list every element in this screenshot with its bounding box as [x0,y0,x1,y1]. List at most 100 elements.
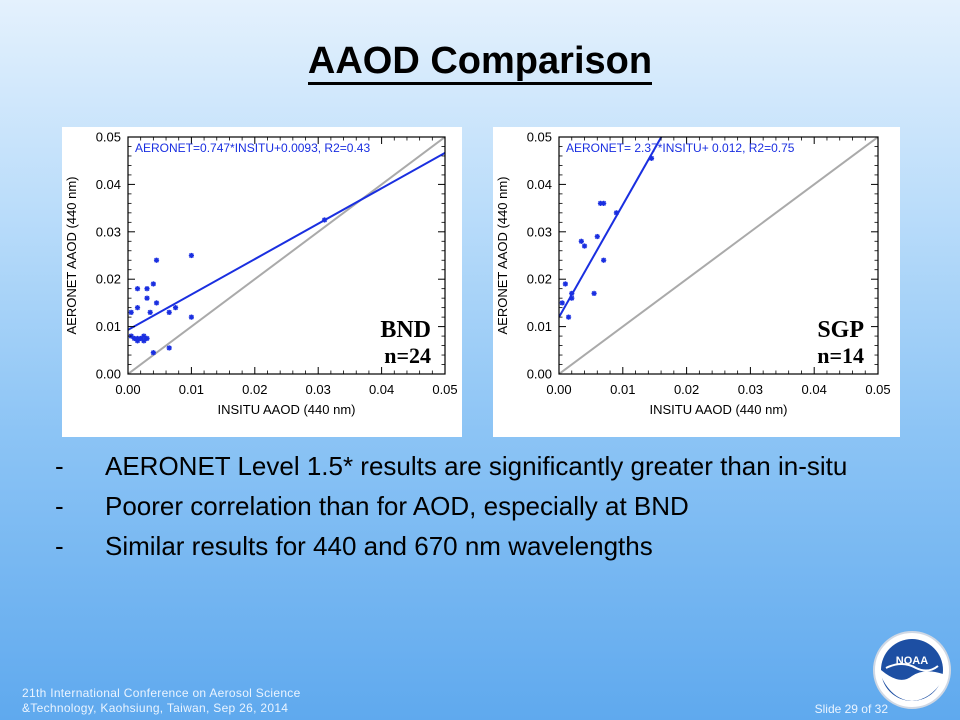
point-stroke [150,350,156,356]
point-stroke [154,300,159,306]
point-stroke [591,290,597,296]
data-point [648,155,655,161]
sample-count-label: n=24 [384,343,431,368]
point-stroke [569,290,575,296]
y-axis-label: AERONET AAOD (440 nm) [64,177,79,335]
bullet-item: - Poorer correlation than for AOD, especi… [55,491,689,521]
data-point [188,314,194,320]
bullet-item: - AERONET Level 1.5* results are signific… [55,451,848,481]
point-stroke [135,305,140,311]
x-tick-label: 0.05 [865,382,890,397]
bnd-plot-svg: 0.00 0.01 0.02 0.03 0.04 0.05 0.00 0.01 0.02 0.03… [64,130,458,418]
y-tick-label: 0.00 [96,367,121,382]
point-stroke [135,286,140,292]
x-tick-label: 0.00 [115,382,140,397]
y-tick-label: 0.03 [96,224,121,239]
data-point [188,252,194,259]
point-stroke [150,281,156,287]
x-axis-label: INSITU AAOD (440 nm) [218,402,356,417]
plot-frame [127,136,446,375]
point-stroke [166,309,172,315]
conference-footer: 21th International Conference on Aerosol… [22,686,301,716]
data-point [141,333,147,339]
data-point [134,305,141,311]
point-stroke [594,234,600,239]
data-point [559,300,565,306]
point-stroke [144,286,150,292]
point-stroke [154,257,159,263]
point-stroke [147,309,153,315]
site-label: BND [380,317,431,343]
x-tick-label: 0.03 [738,382,763,397]
x-tick-label: 0.01 [610,382,635,397]
slide-title: AAOD Comparison [0,40,960,85]
point-stroke [562,281,568,287]
one-to-one-line [128,137,445,374]
data-point [166,309,172,315]
bullet-list: - AERONET Level 1.5* results are signific… [55,450,915,570]
data-point [601,257,607,263]
point-stroke [173,305,178,311]
point-stroke [188,253,194,258]
regression-equation: AERONET= 2.37*INSITU+ 0.012, R2=0.75 [566,141,795,155]
sgp-scatter-plot: 0.00 0.01 0.02 0.03 0.04 0.05 0.00 0.01 0.02 0.03… [493,127,900,437]
point-stroke [144,336,150,341]
y-tick-label: 0.02 [96,272,121,287]
data-point [569,290,575,297]
data-point [591,290,597,297]
data-point [144,286,150,292]
point-stroke [613,210,619,216]
x-tick-label: 0.05 [432,382,457,397]
y-tick-label: 0.03 [527,224,552,239]
data-point [128,309,134,315]
data-point [565,314,572,320]
point-stroke [649,155,654,161]
y-axis-label: AERONET AAOD (440 nm) [495,177,510,335]
data-point [581,243,588,249]
regression-fit-line [128,152,445,331]
point-stroke [322,217,327,223]
svg-text:NOAA: NOAA [896,655,928,667]
sgp-plot-svg: 0.00 0.01 0.02 0.03 0.04 0.05 0.00 0.01 0.02 0.03… [495,130,891,418]
footer-line-2: &Technology, Kaohsiung, Taiwan, Sep 26, … [22,701,289,715]
x-tick-label: 0.01 [179,382,204,397]
one-to-one-line [559,137,878,374]
point-stroke [569,295,575,301]
x-tick-label: 0.00 [546,382,571,397]
point-stroke [582,243,587,249]
y-tick-label: 0.01 [527,319,552,334]
site-label: SGP [817,317,864,343]
data-point [601,200,607,206]
x-tick-label: 0.02 [242,382,267,397]
x-tick-label: 0.03 [306,382,331,397]
data-point [150,350,156,356]
y-tick-label: 0.05 [527,130,552,145]
point-stroke [578,238,584,244]
footer-line-1: 21th International Conference on Aerosol… [22,686,301,700]
data-point [150,281,156,287]
x-tick-label: 0.02 [674,382,699,397]
slide-number: Slide 29 of 32 [814,702,888,716]
data-point [153,257,160,263]
regression-fit-line [559,137,663,318]
y-tick-label: 0.02 [527,272,552,287]
data-point [144,295,150,301]
point-stroke [166,345,172,351]
point-stroke [141,333,147,339]
data-point [569,295,575,301]
point-stroke [128,309,134,315]
point-stroke [601,257,607,263]
point-stroke [188,314,194,320]
data-point [594,233,600,240]
data-point [321,217,328,223]
point-stroke [601,200,607,206]
x-axis-label: INSITU AAOD (440 nm) [650,402,788,417]
y-tick-label: 0.05 [96,130,121,145]
data-point [134,286,141,292]
bnd-scatter-plot: 0.00 0.01 0.02 0.03 0.04 0.05 0.00 0.01 0.02 0.03… [62,127,462,437]
data-point [153,300,160,306]
bullet-item: - Similar results for 440 and 670 nm wave… [55,531,653,561]
data-point [166,345,172,351]
data-point [578,238,584,244]
data-point [172,305,179,311]
